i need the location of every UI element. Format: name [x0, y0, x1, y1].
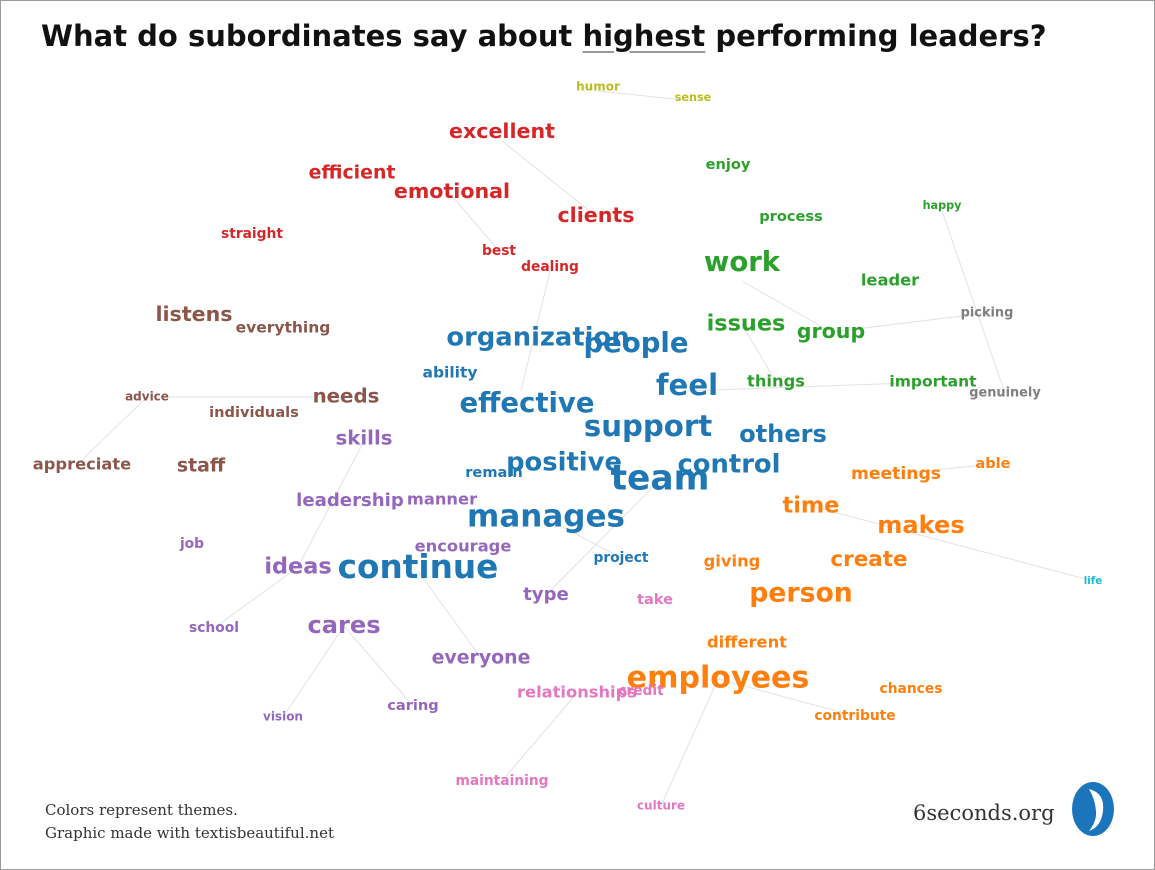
word: people — [584, 327, 689, 359]
title: What do subordinates say about highest p… — [41, 19, 1047, 53]
word: maintaining — [455, 773, 548, 789]
word: humor — [576, 80, 620, 94]
word: different — [707, 633, 787, 652]
title-text: What do subordinates say about — [41, 19, 573, 53]
title-emphasis: highest — [582, 19, 706, 53]
word: culture — [637, 799, 685, 813]
word: organization — [446, 323, 629, 353]
word: remain — [465, 464, 523, 481]
word: contribute — [814, 708, 895, 724]
word: skills — [335, 427, 392, 450]
word: meetings — [851, 464, 941, 484]
word: school — [189, 620, 239, 636]
word: cares — [307, 611, 380, 639]
word: team — [611, 459, 710, 499]
word: ability — [422, 364, 477, 382]
links — [80, 90, 1094, 807]
word: able — [975, 455, 1010, 472]
word: effective — [459, 387, 594, 419]
word: picking — [961, 306, 1014, 321]
word: caring — [387, 697, 439, 714]
word: genuinely — [969, 386, 1041, 401]
word: everything — [236, 319, 331, 337]
word: enjoy — [706, 156, 751, 173]
word: emotional — [394, 179, 510, 203]
word: important — [889, 373, 977, 391]
word: type — [523, 584, 569, 605]
word: appreciate — [33, 455, 131, 474]
word: positive — [506, 448, 622, 478]
word: clients — [557, 203, 634, 227]
word: credit — [618, 683, 664, 699]
word: control — [678, 450, 781, 480]
word: relationships — [517, 683, 637, 702]
word: straight — [221, 226, 283, 242]
word: ideas — [264, 554, 331, 580]
word: giving — [704, 552, 761, 571]
word: others — [739, 420, 827, 448]
footer-note: Graphic made with textisbeautiful.net — [45, 824, 334, 842]
word: project — [593, 550, 648, 566]
word: things — [747, 372, 805, 391]
word: leadership — [296, 490, 404, 511]
word: continue — [338, 548, 499, 586]
word: manages — [467, 499, 625, 535]
word: individuals — [209, 404, 299, 421]
word: leader — [861, 271, 919, 290]
word: vision — [263, 710, 303, 724]
footer-note: Colors represent themes. — [45, 801, 238, 819]
word: encourage — [415, 537, 512, 556]
word: work — [704, 246, 781, 278]
word: employees — [627, 661, 810, 696]
word: group — [797, 319, 865, 343]
word: best — [482, 243, 516, 259]
word: take — [637, 591, 673, 608]
word: dealing — [521, 259, 579, 275]
word: happy — [923, 199, 963, 212]
word: manner — [407, 490, 477, 509]
word: staff — [177, 455, 226, 477]
word: excellent — [449, 119, 555, 143]
word: chances — [880, 681, 943, 697]
word: job — [179, 536, 204, 552]
word: create — [830, 547, 907, 572]
word: time — [783, 493, 840, 519]
word: efficient — [309, 162, 396, 184]
word: support — [584, 409, 712, 443]
word: person — [749, 578, 853, 609]
word: process — [759, 208, 823, 225]
word: advice — [125, 390, 169, 404]
word: sense — [675, 91, 712, 104]
word: makes — [877, 511, 964, 539]
word: needs — [313, 385, 380, 408]
word: feel — [656, 368, 718, 402]
site-name: 6seconds.org — [913, 801, 1055, 825]
word: life — [1084, 575, 1103, 587]
word: issues — [707, 311, 786, 337]
word: everyone — [432, 647, 531, 669]
title-text: performing leaders? — [715, 19, 1047, 53]
word: listens — [155, 302, 232, 326]
